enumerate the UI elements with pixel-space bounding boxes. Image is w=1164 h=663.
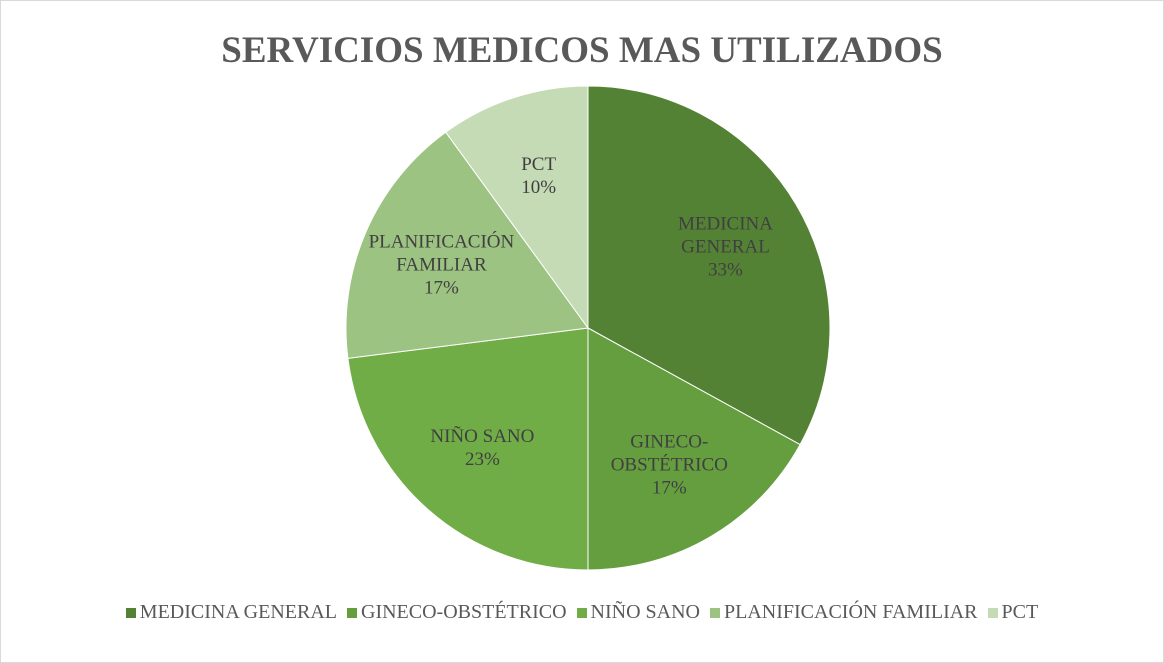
legend-swatch: [125, 607, 136, 618]
slice-value: 10%: [521, 177, 557, 199]
pie-slice: [345, 131, 589, 359]
slice-value: 17%: [423, 277, 459, 299]
slice-category: MEDICINA GENERAL: [677, 213, 773, 258]
slice-category: PLANIFICACIÓN FAMILIAR: [368, 231, 515, 276]
pie-slice: [587, 85, 831, 446]
legend-label: GINECO-OBSTÉTRICO: [361, 601, 567, 623]
legend: MEDICINA GENERAL GINECO-OBSTÉTRICO NIÑO SA…: [1, 601, 1163, 624]
slice-label: PLANIFICACIÓN FAMILIAR 17%: [366, 230, 516, 299]
legend-label: MEDICINA GENERAL: [139, 601, 337, 623]
chart-title: SERVICIOS MEDICOS MAS UTILIZADOS: [221, 30, 943, 71]
slice-label: MEDICINA GENERAL 33%: [650, 212, 800, 281]
legend-swatch: [710, 607, 720, 618]
slice-value: 33%: [708, 259, 743, 281]
slice-value: 17%: [651, 477, 687, 499]
pie-slice: [347, 327, 589, 571]
legend-swatch: [987, 607, 998, 618]
slice-category: GINECO-OBSTÉTRICO: [610, 431, 728, 476]
legend-label: PCT: [1001, 601, 1039, 623]
legend-item: PCT: [987, 601, 1039, 624]
legend-swatch: [347, 607, 357, 618]
slice-category: NIÑO SANO: [430, 425, 535, 447]
slice-label: GINECO-OBSTÉTRICO 17%: [594, 431, 744, 500]
pie-slice: [587, 327, 801, 571]
slice-label: NIÑO SANO 23%: [430, 425, 534, 471]
slice-value: 23%: [464, 448, 500, 470]
legend-item: MEDICINA GENERAL: [125, 601, 337, 624]
legend-item: GINECO-OBSTÉTRICO: [347, 601, 567, 624]
pie-slice: [445, 85, 589, 330]
legend-label: NIÑO SANO: [590, 601, 700, 623]
legend-swatch: [576, 607, 587, 618]
legend-item: PLANIFICACIÓN FAMILIAR: [710, 601, 978, 624]
legend-item: NIÑO SANO: [576, 601, 700, 624]
legend-label: PLANIFICACIÓN FAMILIAR: [724, 601, 978, 623]
slice-category: PCT: [521, 154, 557, 176]
slice-label: PCT 10%: [521, 153, 556, 199]
